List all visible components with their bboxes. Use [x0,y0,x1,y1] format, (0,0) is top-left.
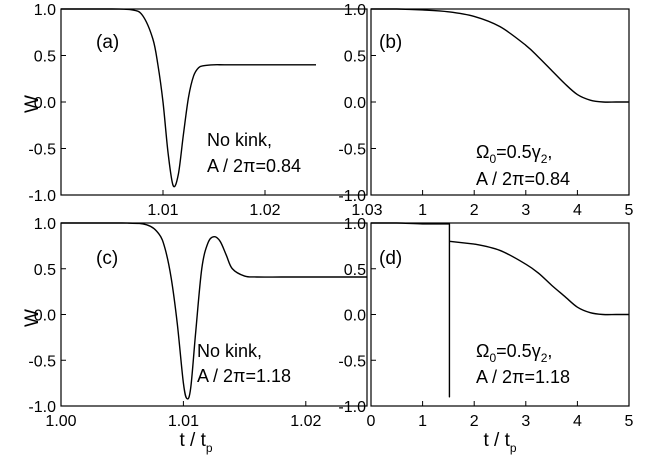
y-axis-label: W [22,95,43,113]
y-tick-label: -1.0 [338,188,366,205]
axis-ticks: 1.0 0.5 0.0 -0.5 -1.01.00 1.01 1.02 [28,216,321,430]
annotation-line2: A / 2π=1.18 [197,366,291,386]
annotation-end: , [547,341,552,361]
omega-subscript: 0 [489,351,496,365]
x-tick-label: 0 [367,413,376,430]
annotation-line2: A / 2π=0.84 [207,156,301,176]
omega-symbol: Ω [476,341,489,361]
series-line [61,8,316,188]
annotation-line1: Ω0=0.5γ2, [476,142,552,166]
series-line [371,8,629,103]
annotation-end: , [547,142,552,162]
x-axis-label-text: t / t [483,430,510,451]
x-tick-label: 5 [625,413,634,430]
axis-ticks: 1.00.50.0-0.5-1.00 1 2 3 4 5 [338,216,633,430]
series-line [371,222,629,398]
x-tick-label: 2 [470,202,479,219]
panel-c: 1.00.50.0-0.5-1.01.00 1.01 1.02 (c) W No k… [22,216,368,455]
x-axis-label-subscript: p [510,441,517,455]
x-tick-label: 1.02 [249,202,280,219]
y-tick-label: 1.0 [344,2,366,19]
y-tick-label: -0.5 [338,142,366,159]
panel-label: (a) [96,32,119,53]
x-tick-label: 5 [625,202,634,219]
y-tick-label: 0.5 [34,49,56,66]
plot-frame [370,8,630,196]
annotation-line2: A / 2π=0.84 [476,169,570,189]
y-tick-label: -0.5 [338,353,366,370]
y-tick-label: 1.0 [344,216,366,233]
annotation-mid: =0.5γ [496,341,541,361]
y-tick-label: -1.0 [28,188,56,205]
x-axis-label-subscript: p [206,441,213,455]
x-tick-label: 4 [573,413,582,430]
y-tick-label: 0.5 [344,262,366,279]
y-tick-label: -0.5 [28,353,56,370]
omega-subscript: 0 [489,152,496,166]
x-tick-label: 1.01 [168,413,199,430]
y-tick-label: 1.0 [34,216,56,233]
x-axis-label: t / tp [179,430,212,455]
panel-d: 1.00.50.0-0.5-1.00 1 2 3 4 5 (d) Ω0=0.5γ2, A … [338,216,633,455]
panel-b: 1.00.50.0-0.5-1.01 2 3 4 5 (b) Ω0=0.5γ2, A /… [338,2,633,219]
x-tick-label: 1 [418,202,427,219]
panel-label: (d) [379,248,402,269]
series-line [61,222,367,400]
annotation-line1: Ω0=0.5γ2, [476,341,552,365]
y-tick-label: -1.0 [338,399,366,416]
x-tick-label: 3 [521,413,530,430]
y-tick-label: 0.0 [344,95,366,112]
y-tick-label: 0.5 [34,262,56,279]
y-tick-label: 0.0 [344,308,366,325]
y-tick-label: 0.0 [34,308,56,325]
y-tick-label: 0.0 [34,95,56,112]
gamma-subscript: 2 [541,351,548,365]
y-tick-label: -1.0 [28,399,56,416]
annotation-line1: No kink, [207,130,272,150]
panel-a: 1.0 0.5 0.0 -0.5 -1.0 1.01 1.02 1.03 (a) W No k… [22,2,383,219]
x-tick-label: 3 [521,202,530,219]
annotation-line2: A / 2π=1.18 [476,367,570,387]
x-tick-label: 4 [573,202,582,219]
x-tick-label: 2 [470,413,479,430]
omega-symbol: Ω [476,142,489,162]
axis-ticks: 1.0 0.5 0.0 -0.5 -1.0 1.01 1.02 1.03 [28,2,382,219]
x-axis-label: t / tp [483,430,516,455]
gamma-subscript: 2 [541,152,548,166]
panel-label: (b) [379,32,402,53]
panel-label: (c) [96,248,118,269]
annotation-mid: =0.5γ [496,142,541,162]
x-tick-label: 1.03 [351,202,382,219]
axis-ticks: 1.0 0.5 0.0 -0.5 -1.0 1 2 3 4 5 [338,2,633,219]
x-tick-label: 1.02 [290,413,321,430]
annotation-line1: No kink, [197,341,262,361]
y-tick-label: 0.5 [344,49,366,66]
x-axis-label-text: t / t [179,430,206,451]
x-tick-label: 1.01 [147,202,178,219]
y-tick-label: -0.5 [28,142,56,159]
x-tick-label: 1 [418,413,427,430]
y-axis-label: W [22,309,43,327]
x-tick-label: 1.00 [45,413,76,430]
y-tick-label: 1.0 [34,2,56,19]
